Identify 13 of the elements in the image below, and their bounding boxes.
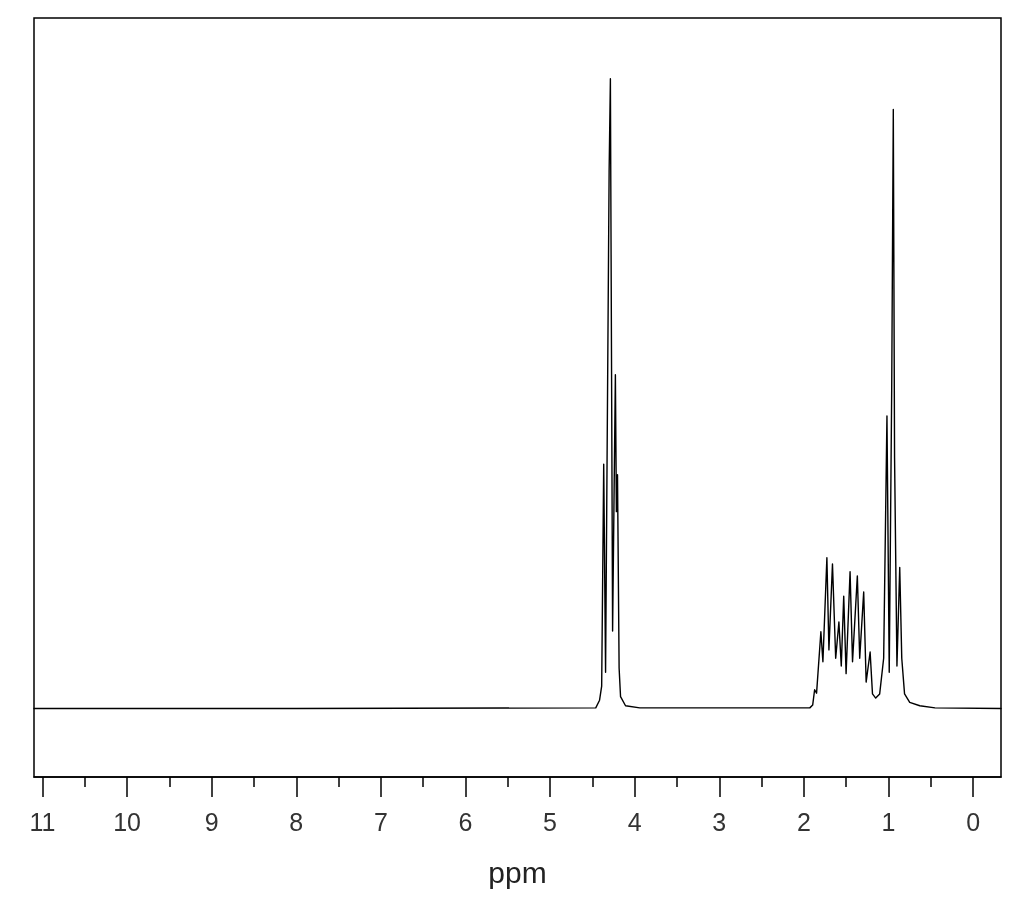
x-tick-label: 1: [881, 807, 896, 836]
x-tick-label: 11: [29, 807, 56, 836]
x-tick-label: 9: [204, 807, 219, 836]
x-axis-title: ppm: [488, 855, 547, 889]
x-tick-label: 4: [627, 807, 642, 836]
x-tick-label: 3: [712, 807, 727, 836]
x-tick-label: 10: [113, 807, 141, 836]
x-tick-label: 5: [543, 807, 558, 836]
x-tick-label: 6: [458, 807, 473, 836]
x-tick-label: 0: [966, 807, 981, 836]
x-tick-label: 8: [289, 807, 304, 836]
x-tick-label: 7: [373, 807, 388, 836]
x-tick-label: 2: [796, 807, 811, 836]
